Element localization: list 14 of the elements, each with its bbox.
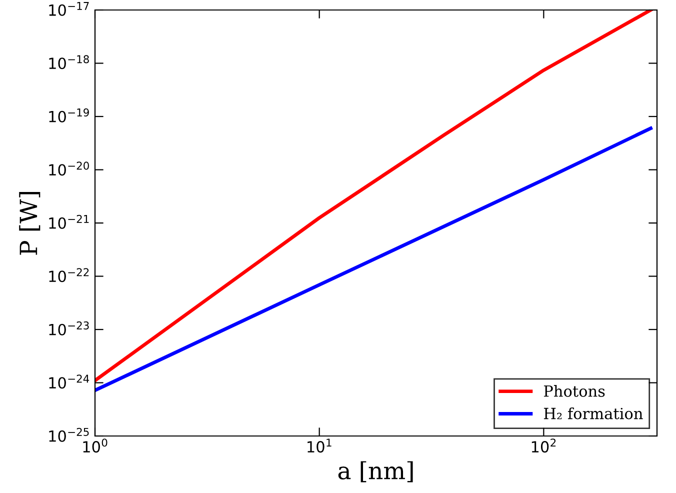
y-tick-label: 10$^{−22}$ — [49, 268, 89, 282]
legend-label: Photons — [544, 385, 605, 397]
y-tick-label: 10$^{−17}$ — [49, 2, 89, 16]
y-tick-label: 10$^{−24}$ — [49, 374, 90, 389]
x-tick-label: 10$^{2}$ — [532, 438, 556, 453]
y-tick-label: 10$^{−20}$ — [49, 162, 89, 176]
legend-label: H₂ formation — [544, 407, 643, 420]
x-axis-title: a [nm] — [338, 461, 413, 482]
y-tick-label: 10$^{−18}$ — [49, 55, 89, 70]
y-tick-label: 10$^{−23}$ — [49, 321, 89, 336]
y-axis-title: P [W] — [19, 192, 40, 255]
y-tick-label: 10$^{−19}$ — [49, 108, 89, 122]
y-tick-label: 10$^{−21}$ — [49, 214, 89, 229]
x-tick-label: 10$^{1}$ — [308, 438, 332, 453]
